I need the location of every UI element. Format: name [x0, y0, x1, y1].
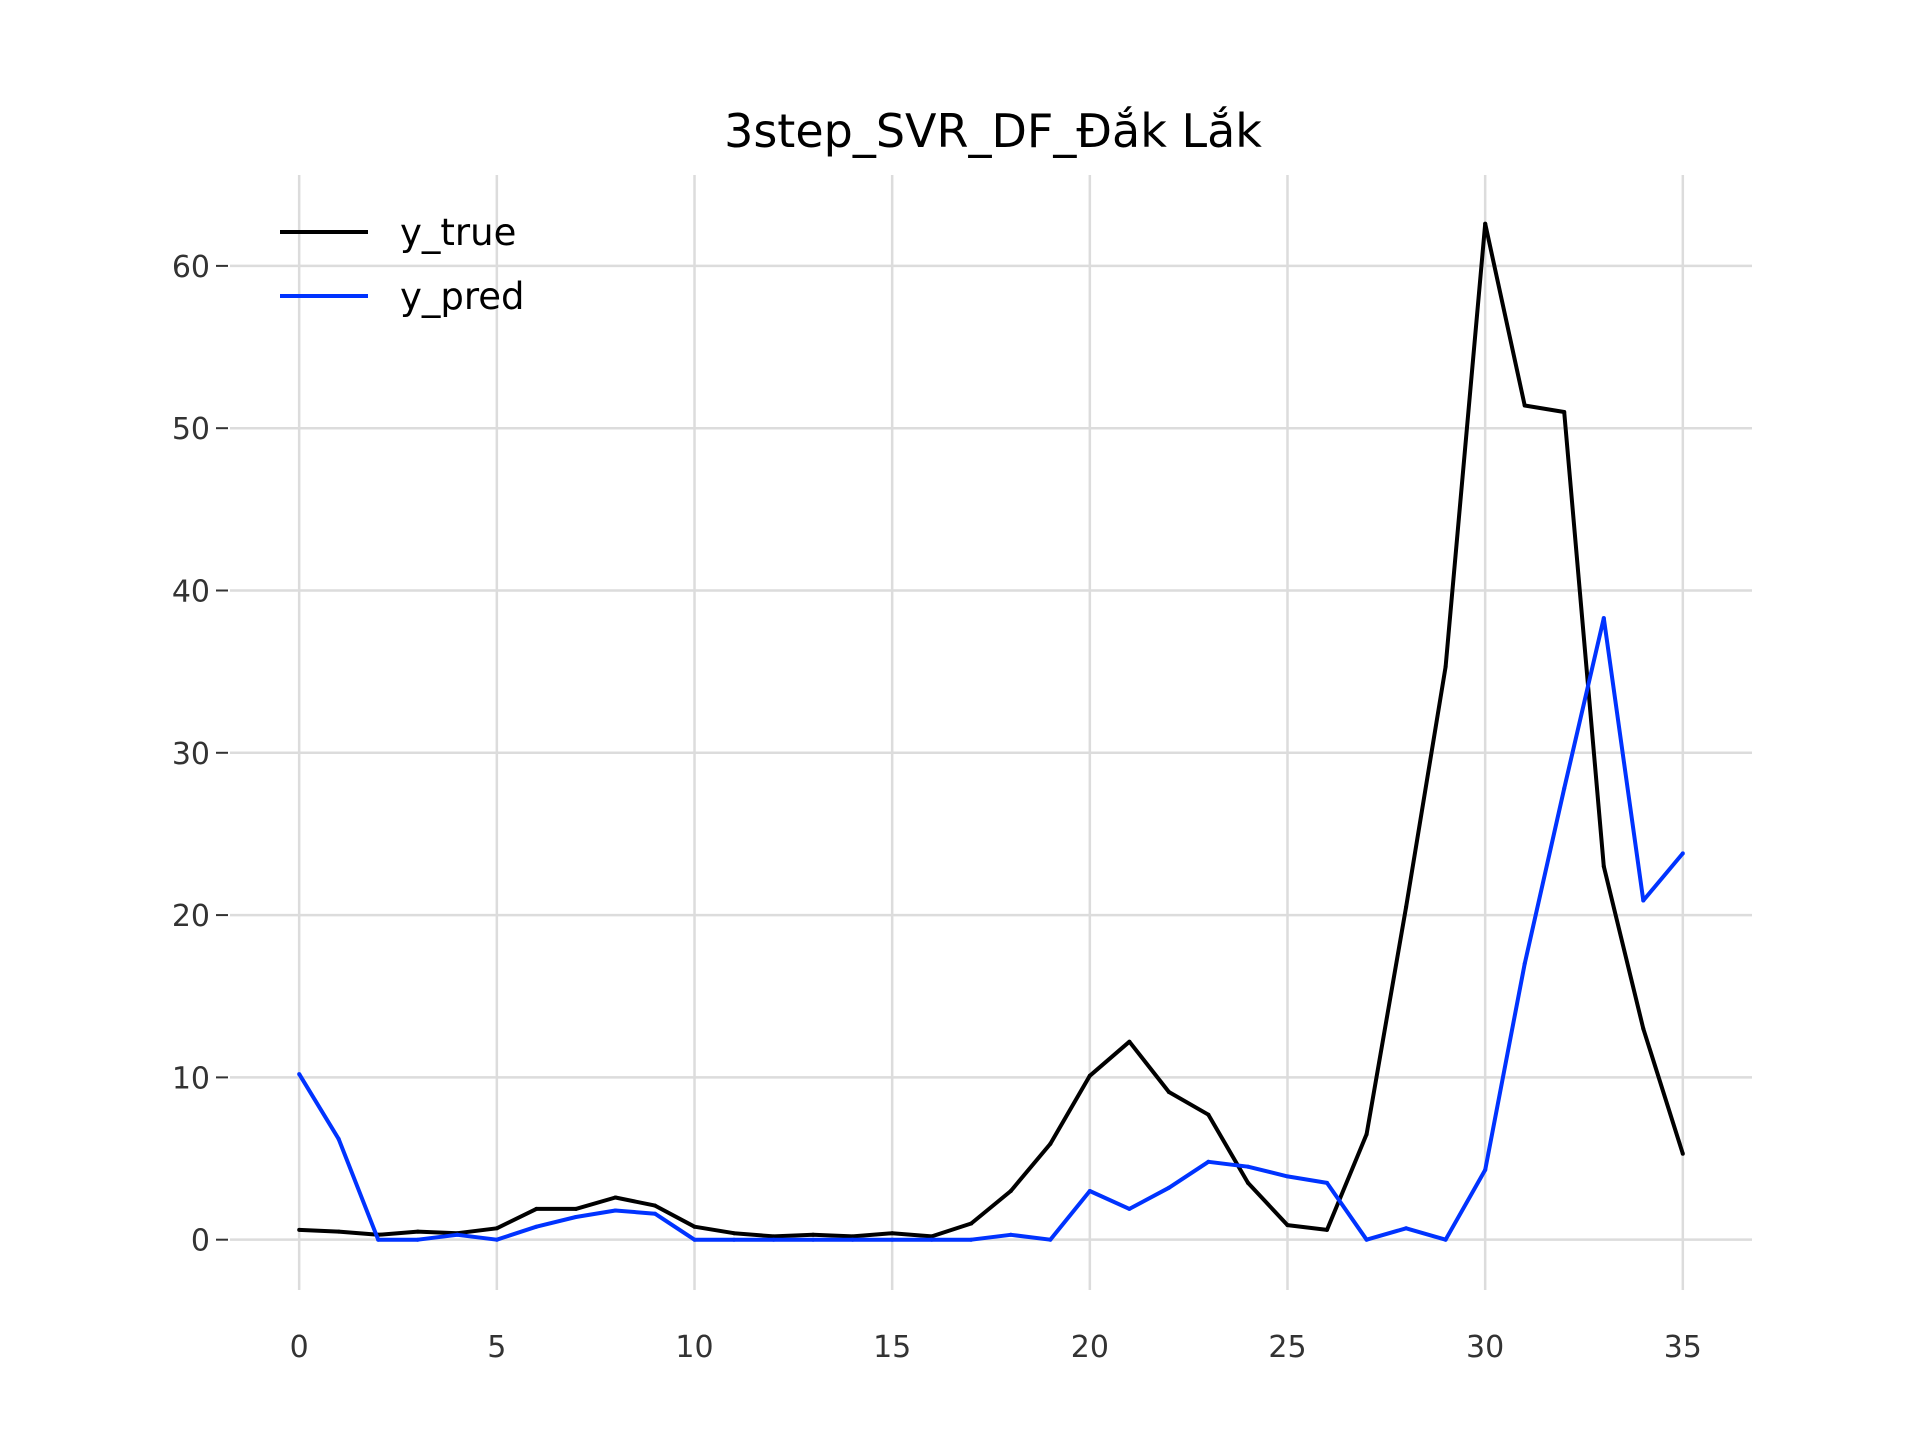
data-point-y-pred [1522, 961, 1527, 966]
x-axis: 0 5 10 15 20 25 30 35 [290, 1330, 1702, 1365]
data-point-y-true [336, 1229, 341, 1234]
y-tick-label: 60 [172, 250, 210, 285]
data-point-y-true [811, 1232, 816, 1237]
data-point-y-pred [534, 1224, 539, 1229]
data-point-y-pred [376, 1237, 381, 1242]
data-point-y-true [1048, 1141, 1053, 1146]
data-point-y-pred [890, 1237, 895, 1242]
data-point-y-pred [1127, 1206, 1132, 1211]
x-tick-label: 20 [1071, 1330, 1109, 1365]
y-tick-label: 50 [172, 412, 210, 447]
data-point-y-true [890, 1231, 895, 1236]
x-tick-label: 25 [1268, 1330, 1306, 1365]
data-point-y-true [1364, 1132, 1369, 1137]
data-point-y-true [1483, 221, 1488, 226]
x-tick-label: 35 [1664, 1330, 1702, 1365]
y-tick-label: 40 [172, 574, 210, 609]
data-point-y-true [1008, 1189, 1013, 1193]
y-tick-label: 20 [172, 899, 210, 934]
data-point-y-true [771, 1234, 776, 1239]
data-point-y-true [1641, 1026, 1646, 1031]
data-point-y-pred [692, 1237, 697, 1242]
data-point-y-true [692, 1224, 697, 1229]
y-tick-label: 10 [172, 1061, 210, 1096]
data-point-y-pred [494, 1237, 499, 1242]
data-point-y-pred [1562, 786, 1567, 791]
series-group [297, 221, 1685, 1242]
data-point-y-pred [1048, 1237, 1053, 1242]
legend-label-y-pred: y_pred [400, 275, 525, 318]
data-point-y-pred [336, 1137, 341, 1142]
series-line-y-pred [297, 616, 1685, 1242]
x-tick-label: 30 [1466, 1330, 1504, 1365]
y-axis: 0 10 20 30 40 50 60 [172, 250, 228, 1259]
data-point-y-true [929, 1234, 934, 1239]
data-point-y-true [653, 1203, 657, 1208]
data-point-y-pred [969, 1237, 974, 1242]
data-point-y-pred [1087, 1189, 1092, 1193]
data-point-y-pred [297, 1072, 302, 1077]
chart-title: 3step_SVR_DF_Đắk Lắk [724, 104, 1262, 158]
data-point-y-true [1206, 1112, 1211, 1117]
data-point-y-true [1404, 905, 1409, 909]
data-point-y-pred [929, 1237, 934, 1242]
data-point-y-pred [1206, 1159, 1211, 1164]
data-point-y-true [534, 1206, 539, 1211]
x-tick-label: 15 [873, 1330, 911, 1365]
y-tick-label: 0 [191, 1224, 210, 1259]
data-point-y-true [969, 1221, 974, 1226]
data-point-y-true [732, 1231, 736, 1236]
data-point-y-pred [573, 1215, 578, 1219]
data-point-y-pred [1364, 1237, 1369, 1242]
data-point-y-pred [1246, 1164, 1250, 1169]
data-point-y-true [850, 1234, 855, 1239]
grid [230, 175, 1752, 1290]
data-point-y-pred [771, 1237, 776, 1242]
data-point-y-true [613, 1195, 618, 1200]
data-point-y-pred [1443, 1237, 1448, 1242]
data-point-y-pred [850, 1237, 855, 1242]
data-point-y-true [1246, 1180, 1250, 1185]
data-point-y-pred [455, 1232, 460, 1237]
data-point-y-true [494, 1226, 499, 1231]
data-point-y-true [1127, 1039, 1132, 1044]
series-line-y-true [299, 221, 1685, 1239]
data-point-y-true [1680, 1151, 1685, 1156]
data-point-y-pred [1680, 851, 1685, 856]
data-point-y-true [1285, 1223, 1290, 1228]
data-point-y-pred [1166, 1185, 1171, 1190]
data-point-y-true [1325, 1227, 1329, 1232]
data-point-y-pred [1483, 1167, 1488, 1172]
x-tick-label: 0 [290, 1330, 309, 1365]
data-point-y-pred [1601, 616, 1606, 621]
data-point-y-pred [1325, 1180, 1329, 1185]
data-point-y-pred [1008, 1232, 1013, 1237]
data-point-y-true [1087, 1073, 1092, 1078]
data-point-y-pred [811, 1237, 816, 1242]
data-point-y-pred [1404, 1226, 1409, 1231]
data-point-y-true [415, 1229, 420, 1234]
data-point-y-pred [1285, 1174, 1290, 1179]
data-point-y-true [1522, 403, 1527, 408]
data-point-y-pred [732, 1237, 736, 1242]
legend-label-y-true: y_true [400, 211, 516, 254]
data-point-y-true [297, 1227, 302, 1232]
data-point-y-true [1166, 1090, 1171, 1094]
data-point-y-true [1443, 664, 1448, 669]
x-tick-label: 5 [487, 1330, 506, 1365]
data-point-y-pred [613, 1208, 618, 1213]
data-point-y-pred [653, 1211, 657, 1216]
data-point-y-true [1601, 864, 1606, 869]
data-point-y-pred [415, 1237, 420, 1242]
data-point-y-true [573, 1206, 578, 1211]
data-point-y-true [1562, 410, 1567, 414]
legend: y_true y_pred [280, 211, 525, 318]
y-tick-label: 30 [172, 737, 210, 772]
data-point-y-pred [1641, 898, 1646, 903]
x-tick-label: 10 [675, 1330, 713, 1365]
